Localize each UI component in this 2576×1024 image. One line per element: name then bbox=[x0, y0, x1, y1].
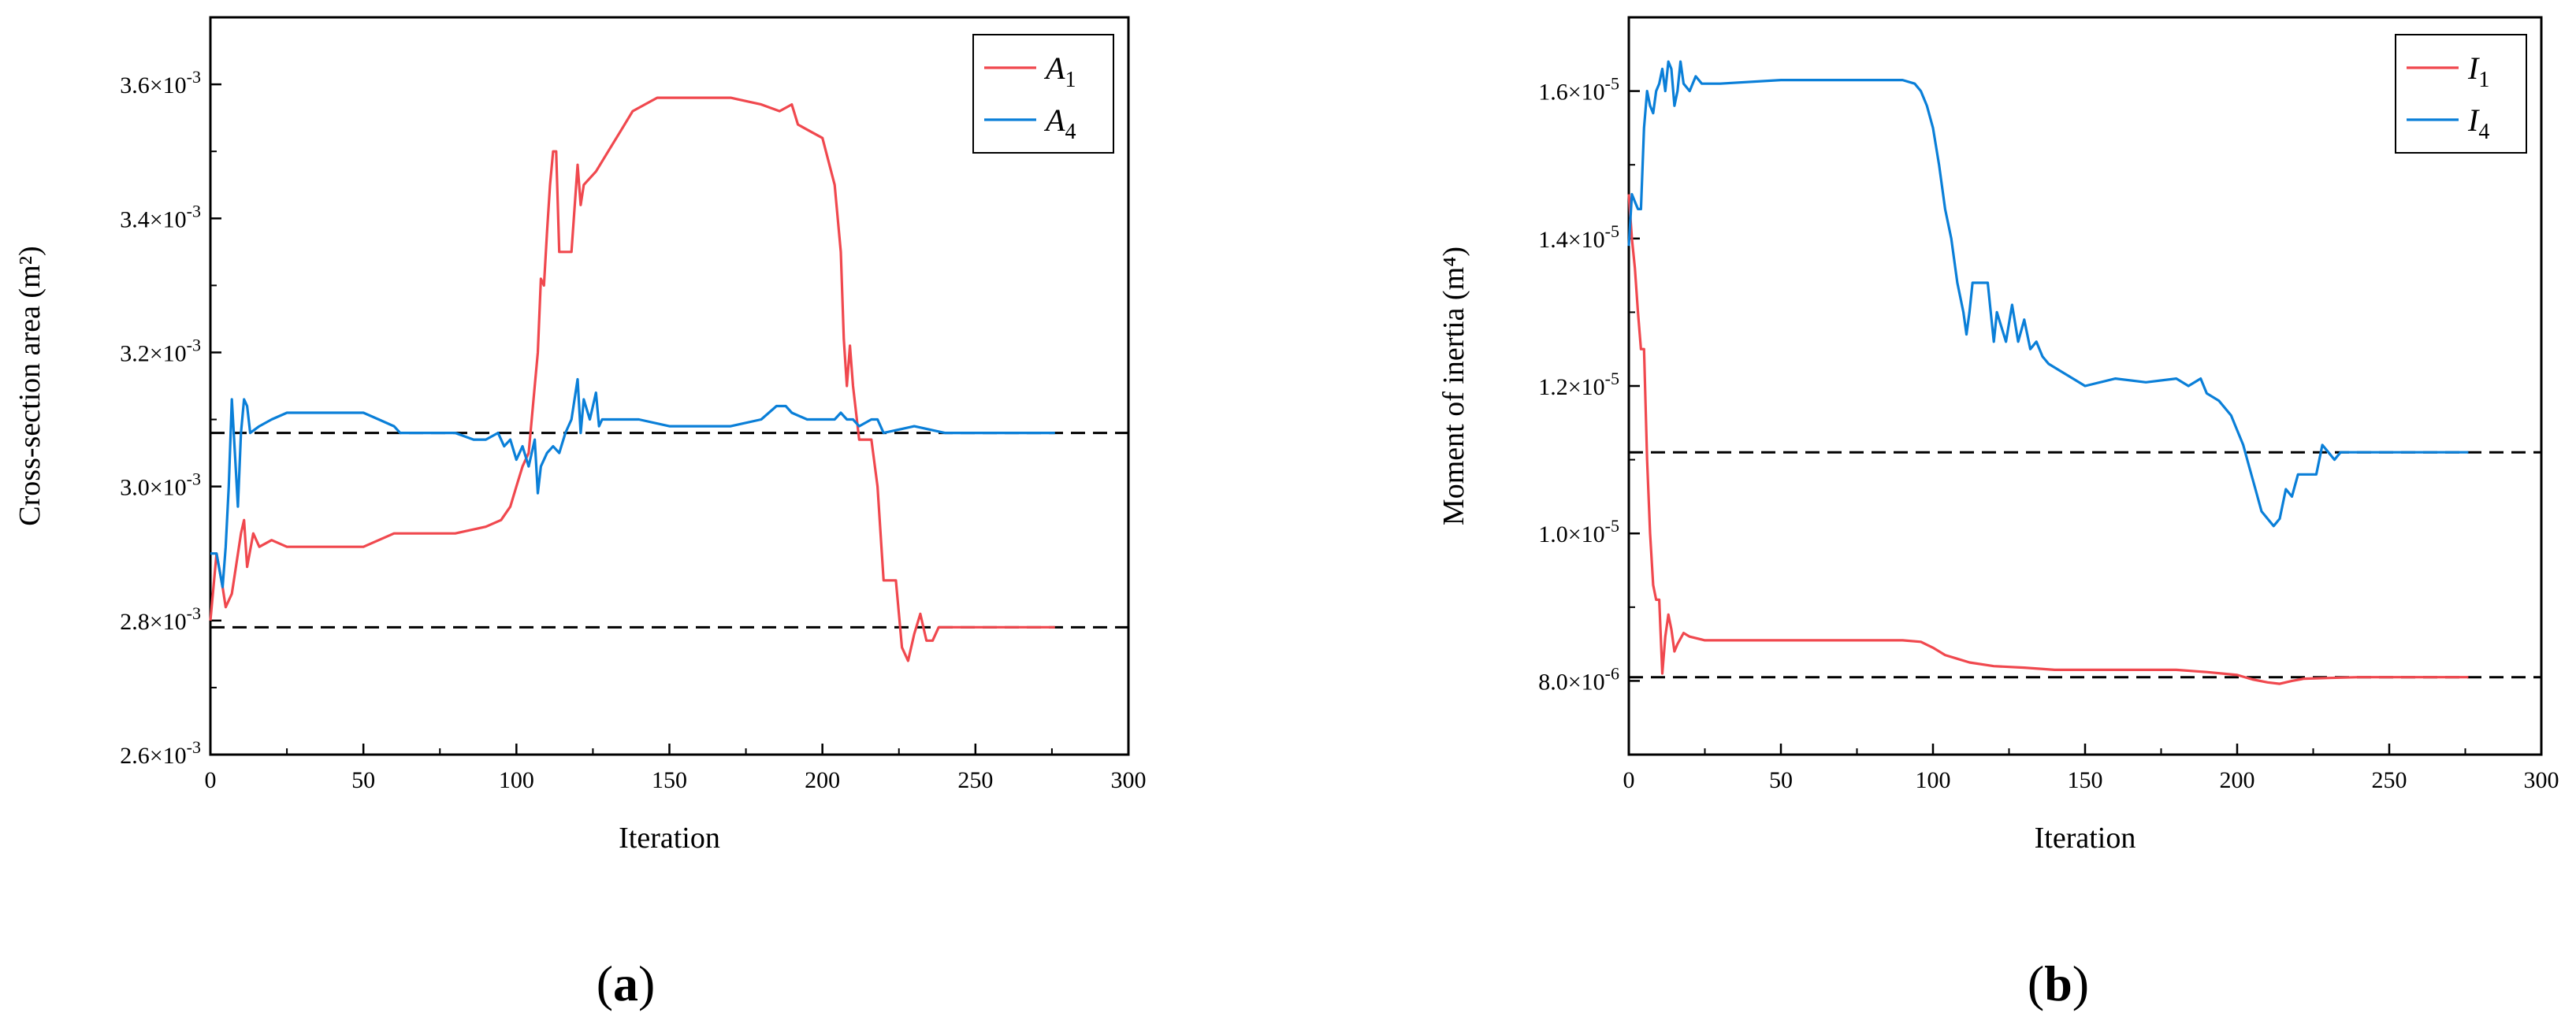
legend-letter: I bbox=[2467, 102, 2480, 138]
y-tick-exponent: -6 bbox=[1605, 663, 1619, 683]
series-line-A4 bbox=[210, 377, 1055, 588]
y-tick-mantissa: 2.8×10 bbox=[120, 609, 186, 635]
y-tick-mantissa: 1.0×10 bbox=[1538, 521, 1604, 547]
y-tick-label: 3.4×10-3 bbox=[120, 201, 201, 232]
y-tick-exponent: -3 bbox=[187, 603, 201, 623]
y-tick-label: 3.6×10-3 bbox=[120, 67, 201, 98]
x-tick-label: 300 bbox=[1111, 767, 1147, 793]
legend-letter: I bbox=[2467, 50, 2480, 86]
y-tick-label: 1.0×10-5 bbox=[1538, 516, 1619, 547]
legend-label-A1: A1 bbox=[1043, 50, 1076, 92]
y-tick-mantissa: 1.6×10 bbox=[1538, 80, 1604, 106]
y-tick-exponent: -5 bbox=[1605, 516, 1619, 536]
y-tick-label: 1.4×10-5 bbox=[1538, 221, 1619, 253]
y-tick-exponent: -3 bbox=[187, 737, 201, 757]
y-tick-mantissa: 3.0×10 bbox=[120, 475, 186, 501]
x-tick-label: 100 bbox=[1916, 767, 1951, 793]
chart-panel-b: 0 50 100 150 200 250 3008.0×10-61.0×10-51.2×10… bbox=[1437, 16, 2559, 1011]
panel-paren-close: ) bbox=[2072, 955, 2089, 1011]
y-tick-label: 3.2×10-3 bbox=[120, 335, 201, 366]
panel-label: (b) bbox=[2028, 955, 2089, 1011]
legend-letter: A bbox=[1043, 102, 1065, 138]
y-axis-label: Moment of inertia (m⁴) bbox=[1437, 247, 1470, 525]
x-tick-label: 200 bbox=[2220, 767, 2255, 793]
y-tick-mantissa: 8.0×10 bbox=[1538, 669, 1604, 695]
chart-panel-a: 0 50 100 150 200 250 3002.6×10-32.8×10-33.0×10… bbox=[13, 16, 1147, 1011]
legend-subscript: 1 bbox=[2478, 68, 2489, 92]
y-tick-label: 8.0×10-6 bbox=[1538, 663, 1619, 695]
y-tick-exponent: -3 bbox=[187, 201, 201, 221]
y-tick-mantissa: 3.6×10 bbox=[120, 72, 186, 98]
y-tick-label: 3.0×10-3 bbox=[120, 469, 201, 501]
x-tick-label: 200 bbox=[805, 767, 840, 793]
legend-subscript: 4 bbox=[2478, 120, 2489, 144]
legend-label-I1: I1 bbox=[2467, 50, 2489, 92]
panel-paren-open: ( bbox=[597, 955, 613, 1011]
legend-letter: A bbox=[1043, 50, 1065, 86]
y-tick-label: 1.6×10-5 bbox=[1538, 74, 1619, 106]
legend-box bbox=[972, 34, 1114, 154]
y-tick-exponent: -3 bbox=[187, 469, 201, 489]
series-line-I1 bbox=[1627, 194, 2469, 685]
x-axis-label: Iteration bbox=[2035, 822, 2136, 855]
y-tick-exponent: -5 bbox=[1605, 74, 1619, 94]
x-tick-label: 300 bbox=[2524, 767, 2559, 793]
panel-label: (a) bbox=[597, 955, 656, 1011]
y-tick-mantissa: 1.2×10 bbox=[1538, 374, 1604, 400]
y-tick-mantissa: 3.2×10 bbox=[120, 340, 186, 366]
y-tick-label: 2.8×10-3 bbox=[120, 603, 201, 635]
legend-subscript: 4 bbox=[1065, 120, 1076, 144]
panel-letter: a bbox=[613, 955, 638, 1011]
y-tick-exponent: -5 bbox=[1605, 369, 1619, 388]
y-tick-mantissa: 3.4×10 bbox=[120, 206, 186, 232]
y-tick-mantissa: 2.6×10 bbox=[120, 743, 186, 769]
legend-label-A4: A4 bbox=[1043, 102, 1076, 144]
series-line-I4 bbox=[1627, 60, 2469, 528]
panel-letter: b bbox=[2044, 955, 2072, 1011]
legend-subscript: 1 bbox=[1065, 68, 1076, 92]
y-tick-label: 2.6×10-3 bbox=[120, 737, 201, 769]
x-tick-label: 250 bbox=[2372, 767, 2407, 793]
legend-label-I4: I4 bbox=[2467, 102, 2489, 144]
y-tick-exponent: -3 bbox=[187, 335, 201, 354]
x-tick-label: 50 bbox=[1769, 767, 1793, 793]
x-tick-label: 0 bbox=[1623, 767, 1635, 793]
x-axis-label: Iteration bbox=[619, 822, 720, 855]
y-tick-exponent: -5 bbox=[1605, 221, 1619, 241]
series-line-A1 bbox=[209, 96, 1055, 662]
y-tick-label: 1.2×10-5 bbox=[1538, 369, 1619, 400]
x-tick-label: 100 bbox=[499, 767, 534, 793]
x-tick-label: 250 bbox=[957, 767, 993, 793]
panel-paren-close: ) bbox=[638, 955, 655, 1011]
y-tick-mantissa: 1.4×10 bbox=[1538, 227, 1604, 253]
x-tick-label: 150 bbox=[2068, 767, 2103, 793]
panel-paren-open: ( bbox=[2028, 955, 2044, 1011]
y-tick-exponent: -3 bbox=[187, 67, 201, 87]
x-tick-label: 50 bbox=[351, 767, 375, 793]
y-axis-label: Cross-section area (m²) bbox=[13, 246, 46, 525]
x-tick-label: 150 bbox=[652, 767, 687, 793]
legend-box bbox=[2395, 34, 2527, 154]
x-tick-label: 0 bbox=[205, 767, 217, 793]
